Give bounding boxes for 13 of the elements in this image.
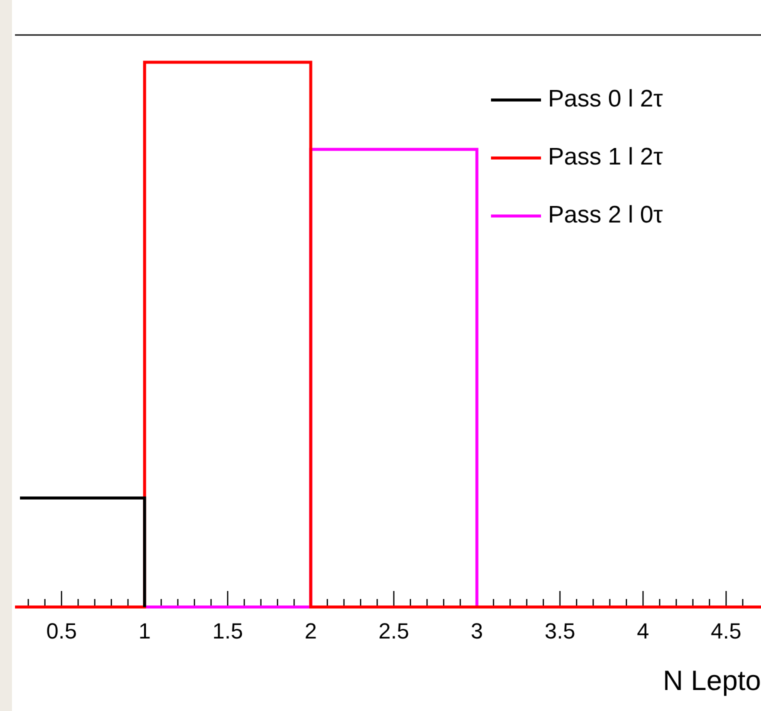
x-tick-label: 2.5	[378, 618, 410, 644]
x-tick-label: 4	[636, 618, 650, 644]
x-tick-label: 1	[138, 618, 151, 644]
legend-label: Pass 1 l 2τ	[548, 144, 664, 171]
x-tick-label: 3.5	[544, 618, 576, 644]
x-axis-title: N Lepto	[662, 664, 761, 696]
legend-label: Pass 0 l 2τ	[548, 86, 664, 113]
legend-label: Pass 2 l 0τ	[548, 202, 664, 229]
x-tick-label: 0.5	[46, 618, 77, 644]
x-tick-label: 3	[470, 618, 484, 644]
x-tick-label: 2	[304, 618, 317, 644]
x-tick-label: 4.5	[710, 618, 742, 644]
x-tick-label: 1.5	[212, 618, 243, 644]
